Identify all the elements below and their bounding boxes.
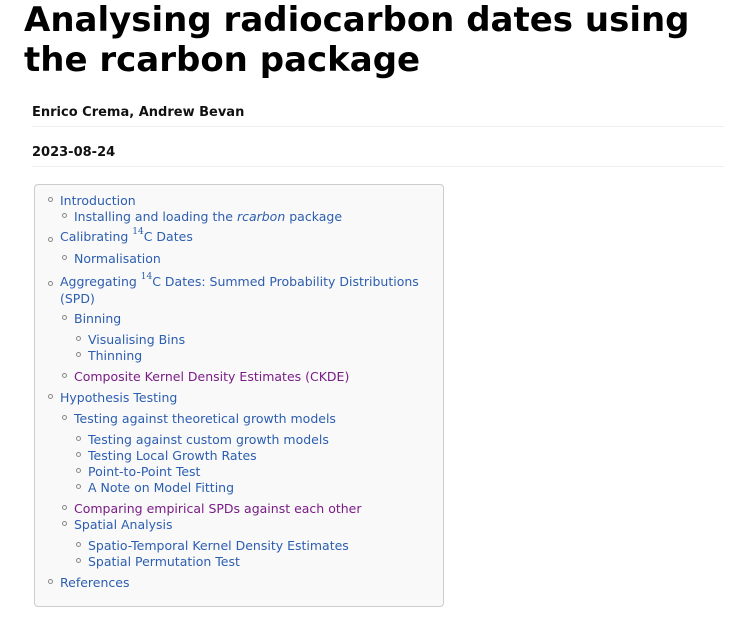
- circle-bullet-icon: [76, 484, 81, 489]
- circle-bullet-icon: [62, 373, 67, 378]
- toc-item-comparing-spds: Comparing empirical SPDs against each ot…: [45, 501, 433, 517]
- circle-bullet-icon: [76, 542, 81, 547]
- toc-item-spatial-analysis: Spatial Analysis: [45, 517, 433, 533]
- toc-link-installing-suffix: package: [285, 209, 343, 224]
- circle-bullet-icon: [62, 521, 67, 526]
- toc-item-normalisation: Normalisation: [45, 251, 433, 267]
- toc-link-point-to-point[interactable]: Point-to-Point Test: [88, 464, 201, 479]
- circle-bullet-icon: [48, 237, 53, 242]
- toc-link-references[interactable]: References: [60, 575, 130, 590]
- toc-link-comparing-spds[interactable]: Comparing empirical SPDs against each ot…: [74, 501, 362, 516]
- circle-bullet-icon: [62, 213, 67, 218]
- toc-link-aggregating-prefix: Aggregating: [60, 274, 141, 289]
- date-line: 2023-08-24: [32, 144, 724, 167]
- toc-item-references: References: [45, 575, 433, 591]
- circle-bullet-icon: [76, 452, 81, 457]
- toc-link-calibrating[interactable]: Calibrating 14C Dates: [60, 227, 193, 245]
- toc-item-visualising-bins: Visualising Bins: [45, 332, 433, 348]
- toc-link-calibrating-prefix: Calibrating: [60, 229, 133, 244]
- toc-item-binning: Binning: [45, 311, 433, 327]
- toc-item-theoretical-growth: Testing against theoretical growth model…: [45, 411, 433, 427]
- toc-link-spatial-permutation[interactable]: Spatial Permutation Test: [88, 554, 240, 569]
- toc-link-visualising-bins[interactable]: Visualising Bins: [88, 332, 186, 347]
- toc-item-custom-growth: Testing against custom growth models: [45, 432, 433, 448]
- toc-link-model-fitting[interactable]: A Note on Model Fitting: [88, 480, 235, 495]
- toc-link-theoretical-growth[interactable]: Testing against theoretical growth model…: [74, 411, 336, 426]
- circle-bullet-icon: [62, 315, 67, 320]
- toc-item-thinning: Thinning: [45, 348, 433, 364]
- toc-link-installing-package: rcarbon: [236, 209, 286, 224]
- circle-bullet-icon: [62, 505, 67, 510]
- toc-link-hypothesis-testing[interactable]: Hypothesis Testing: [60, 390, 178, 405]
- circle-bullet-icon: [76, 468, 81, 473]
- circle-bullet-icon: [62, 415, 67, 420]
- circle-bullet-icon: [48, 394, 53, 399]
- toc-link-installing[interactable]: Installing and loading the rcarbon packa…: [74, 209, 342, 224]
- toc-item-spatial-permutation: Spatial Permutation Test: [45, 554, 433, 570]
- toc-link-thinning[interactable]: Thinning: [88, 348, 143, 363]
- toc-item-hypothesis-testing: Hypothesis Testing: [45, 390, 433, 406]
- toc-link-custom-growth[interactable]: Testing against custom growth models: [88, 432, 329, 447]
- toc-item-spatio-temporal: Spatio-Temporal Kernel Density Estimates: [45, 538, 433, 554]
- circle-bullet-icon: [76, 336, 81, 341]
- toc-item-local-growth: Testing Local Growth Rates: [45, 448, 433, 464]
- table-of-contents: Introduction Installing and loading the …: [34, 184, 444, 607]
- toc-link-normalisation[interactable]: Normalisation: [74, 251, 161, 266]
- toc-link-aggregating[interactable]: Aggregating 14C Dates: Summed Probabilit…: [60, 272, 419, 307]
- toc-link-ckde[interactable]: Composite Kernel Density Estimates (CKDE…: [74, 369, 350, 384]
- toc-item-calibrating: Calibrating 14C Dates: [45, 227, 433, 245]
- toc-link-installing-prefix: Installing and loading the: [74, 209, 237, 224]
- toc-link-local-growth[interactable]: Testing Local Growth Rates: [88, 448, 257, 463]
- toc-link-spatio-temporal[interactable]: Spatio-Temporal Kernel Density Estimates: [88, 538, 349, 553]
- circle-bullet-icon: [48, 197, 53, 202]
- toc-item-aggregating: Aggregating 14C Dates: Summed Probabilit…: [45, 273, 433, 307]
- toc-link-binning[interactable]: Binning: [74, 311, 122, 326]
- isotope-superscript: 14: [140, 272, 153, 282]
- toc-item-ckde: Composite Kernel Density Estimates (CKDE…: [45, 369, 433, 385]
- toc-link-spatial-analysis[interactable]: Spatial Analysis: [74, 517, 173, 532]
- circle-bullet-icon: [62, 255, 67, 260]
- toc-item-introduction: Introduction: [45, 193, 433, 209]
- toc-link-introduction[interactable]: Introduction: [60, 193, 136, 208]
- toc-item-point-to-point: Point-to-Point Test: [45, 464, 433, 480]
- toc-link-aggregating-suffix: C Dates: Summed Probability Distribution…: [60, 274, 419, 306]
- page-title: Analysing radiocarbon dates using the rc…: [24, 0, 690, 80]
- circle-bullet-icon: [48, 579, 53, 584]
- circle-bullet-icon: [76, 558, 81, 563]
- circle-bullet-icon: [76, 352, 81, 357]
- toc-link-calibrating-suffix: C Dates: [143, 229, 193, 244]
- isotope-superscript: 14: [132, 227, 144, 237]
- author-line: Enrico Crema, Andrew Bevan: [32, 104, 724, 127]
- circle-bullet-icon: [76, 436, 81, 441]
- circle-bullet-icon: [48, 281, 53, 286]
- toc-item-installing: Installing and loading the rcarbon packa…: [45, 209, 433, 225]
- toc-item-model-fitting: A Note on Model Fitting: [45, 480, 433, 496]
